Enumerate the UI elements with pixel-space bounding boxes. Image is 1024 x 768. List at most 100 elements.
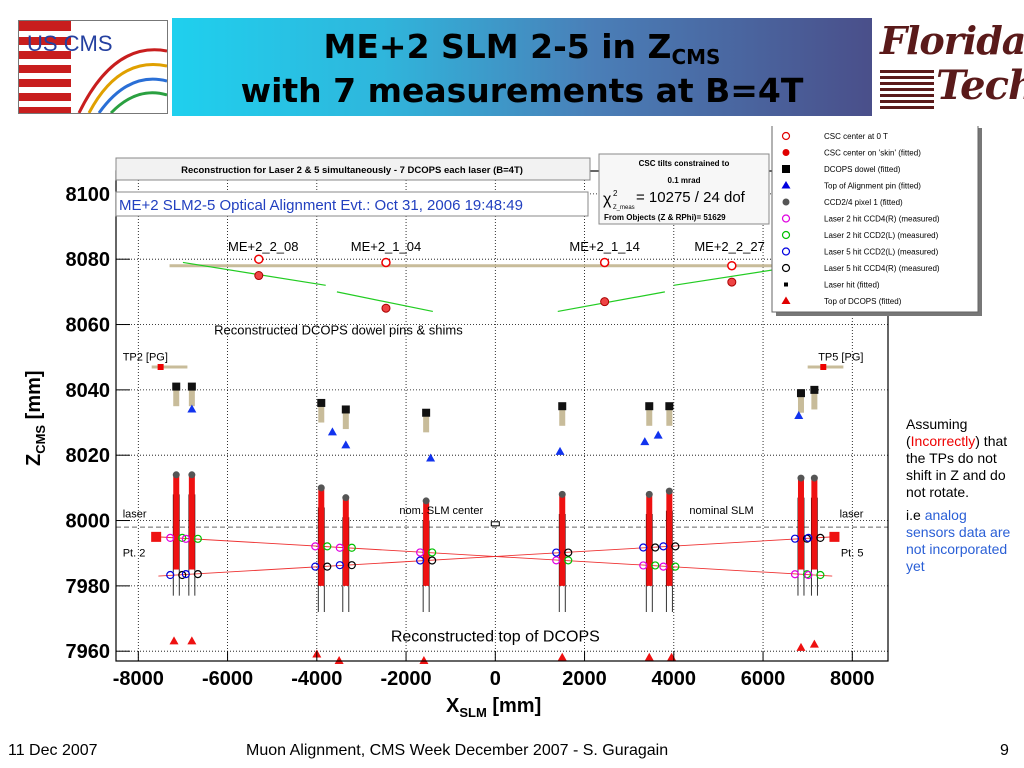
laser-5-ccd2-marker <box>166 570 175 580</box>
alignment-pin-top-marker <box>794 411 804 419</box>
chi-square-sub: Z_meas <box>613 205 635 211</box>
laser-5-ccd2-marker <box>416 556 425 565</box>
legend-symbol <box>781 131 791 141</box>
legend-label: Laser 2 hit CCD4(R) (measured) <box>824 215 940 224</box>
y-axis-title-main: Z <box>23 454 45 466</box>
title-banner: ME+2 SLM 2-5 in ZCMS with 7 measurements… <box>172 18 872 116</box>
laser-5-ccd2-marker <box>181 570 190 579</box>
dcops-top-marker <box>644 652 654 661</box>
legend-symbol <box>781 230 791 240</box>
dowel-shim <box>559 406 566 426</box>
ccd-pixel-marker <box>342 494 350 502</box>
us-cms-logo-text: US CMS <box>27 31 113 56</box>
legend-label: Laser 2 hit CCD2(L) (measured) <box>824 231 939 240</box>
laser-2-ccd2-marker <box>816 570 825 580</box>
laser-source-marker <box>829 531 840 542</box>
alignment-chart: ME+2_2_08 ME+2_1_04 ME+2_1_14 ME+2_2_27 Reco… <box>23 123 982 720</box>
title-line-1-subscript: CMS <box>671 45 721 69</box>
csc-label: ME+2_2_27 <box>694 239 764 254</box>
csc-center-skin-marker <box>727 277 737 287</box>
laser-2-ccd4-marker <box>166 533 175 543</box>
dcops-top-marker <box>334 656 344 664</box>
dcops-top-marker <box>796 642 806 651</box>
laser-left-label: laser <box>123 508 147 520</box>
alignment-pin-top-marker <box>555 446 565 455</box>
title-line-1: ME+2 SLM 2-5 in ZCMS <box>172 28 872 76</box>
title-line-1-main: ME+2 SLM 2-5 in Z <box>323 27 672 66</box>
legend-label: Laser 5 hit CCD2(L) (measured) <box>824 248 939 257</box>
ccd-pixel-marker <box>645 490 653 498</box>
laser-5-ccd4-marker <box>193 570 202 579</box>
nominal-slm-label: nominal SLM <box>689 505 753 517</box>
ccd-pixel-marker <box>422 497 430 505</box>
laser-5-ccd4-marker <box>323 562 332 571</box>
y-tick-label: 8060 <box>66 315 111 337</box>
chi-square-symbol: χ <box>603 191 612 208</box>
title-line-2: with 7 measurements at B=4T <box>240 71 804 110</box>
legend-symbol <box>784 282 788 287</box>
dcops-bar <box>423 500 430 586</box>
laser-2-ccd2-marker <box>347 543 356 552</box>
laser-2-ccd2-marker <box>193 534 202 543</box>
dowel-shim <box>797 393 804 413</box>
csc-chamber-line <box>182 261 326 286</box>
laser-2-ccd2-marker <box>671 562 680 571</box>
laser-5-ccd4-marker <box>651 543 660 552</box>
stats-line-2: 0.1 mrad <box>668 176 701 185</box>
legend-label: CSC center at 0 T <box>824 132 888 141</box>
ccd-pixel-marker <box>665 487 673 495</box>
tp5-label: TP5 [PG] <box>818 351 863 363</box>
csc-center-0t-marker <box>381 257 391 268</box>
laser-2-ccd4-marker <box>639 561 648 570</box>
legend-symbol <box>781 214 791 223</box>
laser-5-ccd2-marker <box>311 562 320 571</box>
dowel-shim <box>666 406 673 426</box>
dowel-shim <box>342 409 349 430</box>
x-tick-label: -2000 <box>380 668 431 690</box>
dowel-marker <box>558 402 567 411</box>
dowel-marker <box>317 398 326 407</box>
csc-center-0t-marker <box>727 260 737 271</box>
legend-symbol <box>782 149 790 156</box>
y-axis-title-unit: [mm] <box>23 370 45 424</box>
dcops-top-annotation: Reconstructed top of DCOPS <box>391 628 600 645</box>
csc-center-skin-marker <box>600 297 610 307</box>
dowel-marker <box>810 385 819 394</box>
ccd-pixel-marker <box>810 474 818 482</box>
legend-label: Top of Alignment pin (fitted) <box>824 182 921 191</box>
laser-2-ccd4-marker <box>181 534 190 543</box>
x-tick-label: -6000 <box>202 668 253 690</box>
laser-5-ccd4-marker <box>671 542 680 551</box>
tp2-label: TP2 [PG] <box>123 351 168 363</box>
x-tick-label: 0 <box>490 668 501 690</box>
laser-2-ccd2-marker <box>651 561 660 570</box>
x-axis-title: XSLM [mm] <box>446 695 541 720</box>
laser-2-ccd4-marker <box>552 556 561 565</box>
florida-tech-logo-line-1: Florida <box>880 18 1024 63</box>
side-note: Assuming (Incorrectly) that the TPs do n… <box>906 416 1018 575</box>
side-note-paragraph-2: i.e analog sensors data are not incorpor… <box>906 507 1018 575</box>
y-tick-label: 7980 <box>66 576 111 598</box>
nominal-center-marker <box>490 521 500 527</box>
alignment-pin-top-marker <box>640 437 650 446</box>
legend-label: Laser 5 hit CCD4(R) (measured) <box>824 264 940 273</box>
dowel-shim <box>423 412 430 433</box>
dowel-shim <box>811 389 818 410</box>
laser-5-ccd4-marker <box>178 570 187 580</box>
side-note-text-b: ) that the TPs do not shift in Z and do … <box>906 433 1008 500</box>
dowel-marker <box>665 402 674 411</box>
event-label-box <box>115 191 589 217</box>
us-cms-logo: US CMS <box>18 20 168 114</box>
dowel-marker <box>172 382 181 391</box>
ccd-pixel-marker <box>797 474 805 482</box>
laser-2-ccd4-marker <box>790 570 800 579</box>
laser-5-ccd4-marker <box>816 533 825 543</box>
laser-2-ccd2-marker <box>428 548 437 557</box>
dcops-bar <box>559 494 566 586</box>
dowel-shim <box>646 406 653 426</box>
florida-tech-logo-line-2: Tech <box>936 62 1024 109</box>
csc-center-0t-marker <box>254 254 264 264</box>
tp2-marker <box>157 364 164 370</box>
event-label: ME+2 SLM2-5 Optical Alignment Evt.: Oct … <box>119 197 523 214</box>
nom-slm-center-label: nom. SLM center <box>399 505 483 517</box>
